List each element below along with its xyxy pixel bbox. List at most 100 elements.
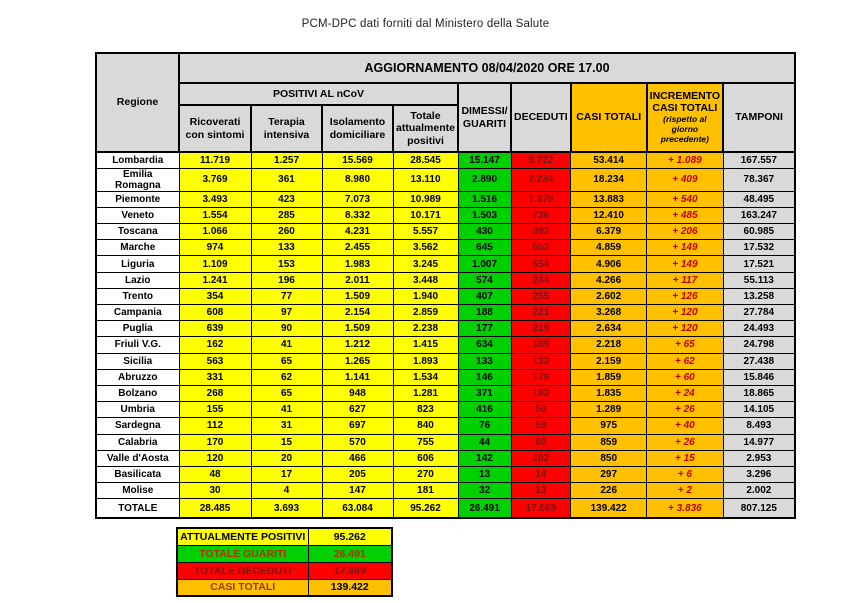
- cell-casi_totali: 13.883: [570, 190, 648, 208]
- cell-ricoverati: 331: [178, 368, 252, 386]
- cell-totale_positivi: 1.893: [392, 352, 459, 370]
- cell-terapia: 3.693: [250, 498, 323, 519]
- cell-deceduti: 59: [510, 417, 572, 435]
- cell-deceduti: 652: [510, 239, 572, 257]
- cell-deceduti: 244: [510, 271, 572, 289]
- cell-incremento: + 26: [646, 401, 724, 419]
- cell-ricoverati: 1.109: [178, 255, 252, 273]
- table-row: Sardegna 112 31 697 840 76 59 975 + 40 8.493: [95, 417, 796, 435]
- cell-dimessi: 1.503: [457, 206, 512, 225]
- cell-incremento: + 485: [646, 206, 724, 225]
- covid-regions-table: Regione AGGIORNAMENTO 08/04/2020 ORE 17.…: [95, 52, 797, 519]
- cell-terapia: 62: [250, 368, 323, 386]
- cell-isolamento: 1.265: [321, 352, 394, 370]
- cell-dimessi: 142: [457, 449, 512, 467]
- cell-totale_positivi: 3.448: [392, 271, 459, 289]
- cell-dimessi: 2.890: [457, 167, 512, 192]
- cell-isolamento: 205: [321, 465, 394, 484]
- cell-totale_positivi: 10.989: [392, 190, 459, 208]
- cell-ricoverati: 155: [178, 401, 252, 419]
- cell-ricoverati: 1.066: [178, 223, 252, 241]
- cell-ricoverati: 354: [178, 287, 252, 306]
- cell-terapia: 41: [250, 336, 323, 354]
- cell-deceduti: 14: [510, 465, 572, 484]
- cell-dimessi: 76: [457, 417, 512, 435]
- table-row: Friuli V.G. 162 41 1.212 1.415 634 169 2.218 + 6…: [95, 336, 796, 354]
- cell-incremento: + 540: [646, 190, 724, 208]
- cell-tamponi: 24.493: [722, 320, 796, 338]
- cell-name: Calabria: [95, 433, 180, 451]
- cell-totale_positivi: 95.262: [392, 498, 459, 519]
- table-row: Campania 608 97 2.154 2.859 188 221 3.268 + 120 2…: [95, 303, 796, 322]
- cell-totale_positivi: 823: [392, 401, 459, 419]
- cell-name: Friuli V.G.: [95, 336, 180, 354]
- cell-terapia: 77: [250, 287, 323, 306]
- header-incremento-note: (rispetto al giorno precedente): [660, 114, 709, 144]
- cell-name: Abruzzo: [95, 368, 180, 386]
- cell-ricoverati: 30: [178, 482, 252, 500]
- cell-deceduti: 133: [510, 352, 572, 370]
- cell-deceduti: 221: [510, 303, 572, 322]
- table-row: Lombardia 11.719 1.257 15.569 28.545 15.147 9.…: [95, 151, 796, 169]
- cell-deceduti: 102: [510, 449, 572, 467]
- cell-terapia: 423: [250, 190, 323, 208]
- cell-tamponi: 167.557: [722, 151, 796, 169]
- cell-deceduti: 13: [510, 482, 572, 500]
- cell-ricoverati: 268: [178, 384, 252, 403]
- table-row: Molise 30 4 147 181 32 13 226 + 2 2.002: [95, 482, 796, 500]
- cell-casi_totali: 4.266: [570, 271, 648, 289]
- cell-deceduti: 50: [510, 401, 572, 419]
- summary-table: ATTUALMENTE POSITIVI 95.262 TOTALE GUARITI…: [176, 527, 393, 597]
- cell-name: Toscana: [95, 223, 180, 241]
- cell-incremento: + 126: [646, 287, 724, 306]
- cell-casi_totali: 139.422: [570, 498, 648, 519]
- cell-isolamento: 948: [321, 384, 394, 403]
- cell-incremento: + 409: [646, 167, 724, 192]
- cell-isolamento: 1.509: [321, 287, 394, 306]
- cell-ricoverati: 112: [178, 417, 252, 435]
- cell-name: Liguria: [95, 255, 180, 273]
- cell-dimessi: 1.007: [457, 255, 512, 273]
- cell-casi_totali: 226: [570, 482, 648, 500]
- cell-name: Emilia Romagna: [95, 167, 180, 192]
- cell-tamponi: 48.495: [722, 190, 796, 208]
- cell-totale_positivi: 2.238: [392, 320, 459, 338]
- cell-incremento: + 117: [646, 271, 724, 289]
- cell-tamponi: 55.113: [722, 271, 796, 289]
- cell-terapia: 361: [250, 167, 323, 192]
- cell-isolamento: 63.084: [321, 498, 394, 519]
- cell-totale_positivi: 606: [392, 449, 459, 467]
- cell-tamponi: 15.846: [722, 368, 796, 386]
- cell-name: Sicilia: [95, 352, 180, 370]
- cell-casi_totali: 1.859: [570, 368, 648, 386]
- cell-isolamento: 2.455: [321, 239, 394, 257]
- cell-dimessi: 26.491: [457, 498, 512, 519]
- cell-deceduti: 219: [510, 320, 572, 338]
- cell-totale_positivi: 28.545: [392, 151, 459, 169]
- cell-name: Sardegna: [95, 417, 180, 435]
- table-row: Calabria 170 15 570 755 44 60 859 + 26 14.977: [95, 433, 796, 451]
- cell-deceduti: 17.669: [510, 498, 572, 519]
- cell-tamponi: 163.247: [722, 206, 796, 225]
- page-title: PCM-DPC dati forniti dal Ministero della…: [301, 18, 550, 30]
- cell-totale_positivi: 1.281: [392, 384, 459, 403]
- cell-isolamento: 1.509: [321, 320, 394, 338]
- cell-isolamento: 697: [321, 417, 394, 435]
- header-terapia: Terapia intensiva: [250, 104, 323, 153]
- cell-incremento: + 60: [646, 368, 724, 386]
- cell-totale_positivi: 3.245: [392, 255, 459, 273]
- cell-casi_totali: 297: [570, 465, 648, 484]
- cell-dimessi: 146: [457, 368, 512, 386]
- cell-dimessi: 634: [457, 336, 512, 354]
- cell-casi_totali: 1.289: [570, 401, 648, 419]
- cell-isolamento: 147: [321, 482, 394, 500]
- cell-name: Piemonte: [95, 190, 180, 208]
- cell-terapia: 1.257: [250, 151, 323, 169]
- cell-tamponi: 27.784: [722, 303, 796, 322]
- table-row: Umbria 155 41 627 823 416 50 1.289 + 26 14.105: [95, 401, 796, 419]
- cell-deceduti: 736: [510, 206, 572, 225]
- summary-row: CASI TOTALI 139.422: [176, 578, 393, 597]
- cell-tamponi: 17.532: [722, 239, 796, 257]
- cell-name: Bolzano: [95, 384, 180, 403]
- cell-incremento: + 26: [646, 433, 724, 451]
